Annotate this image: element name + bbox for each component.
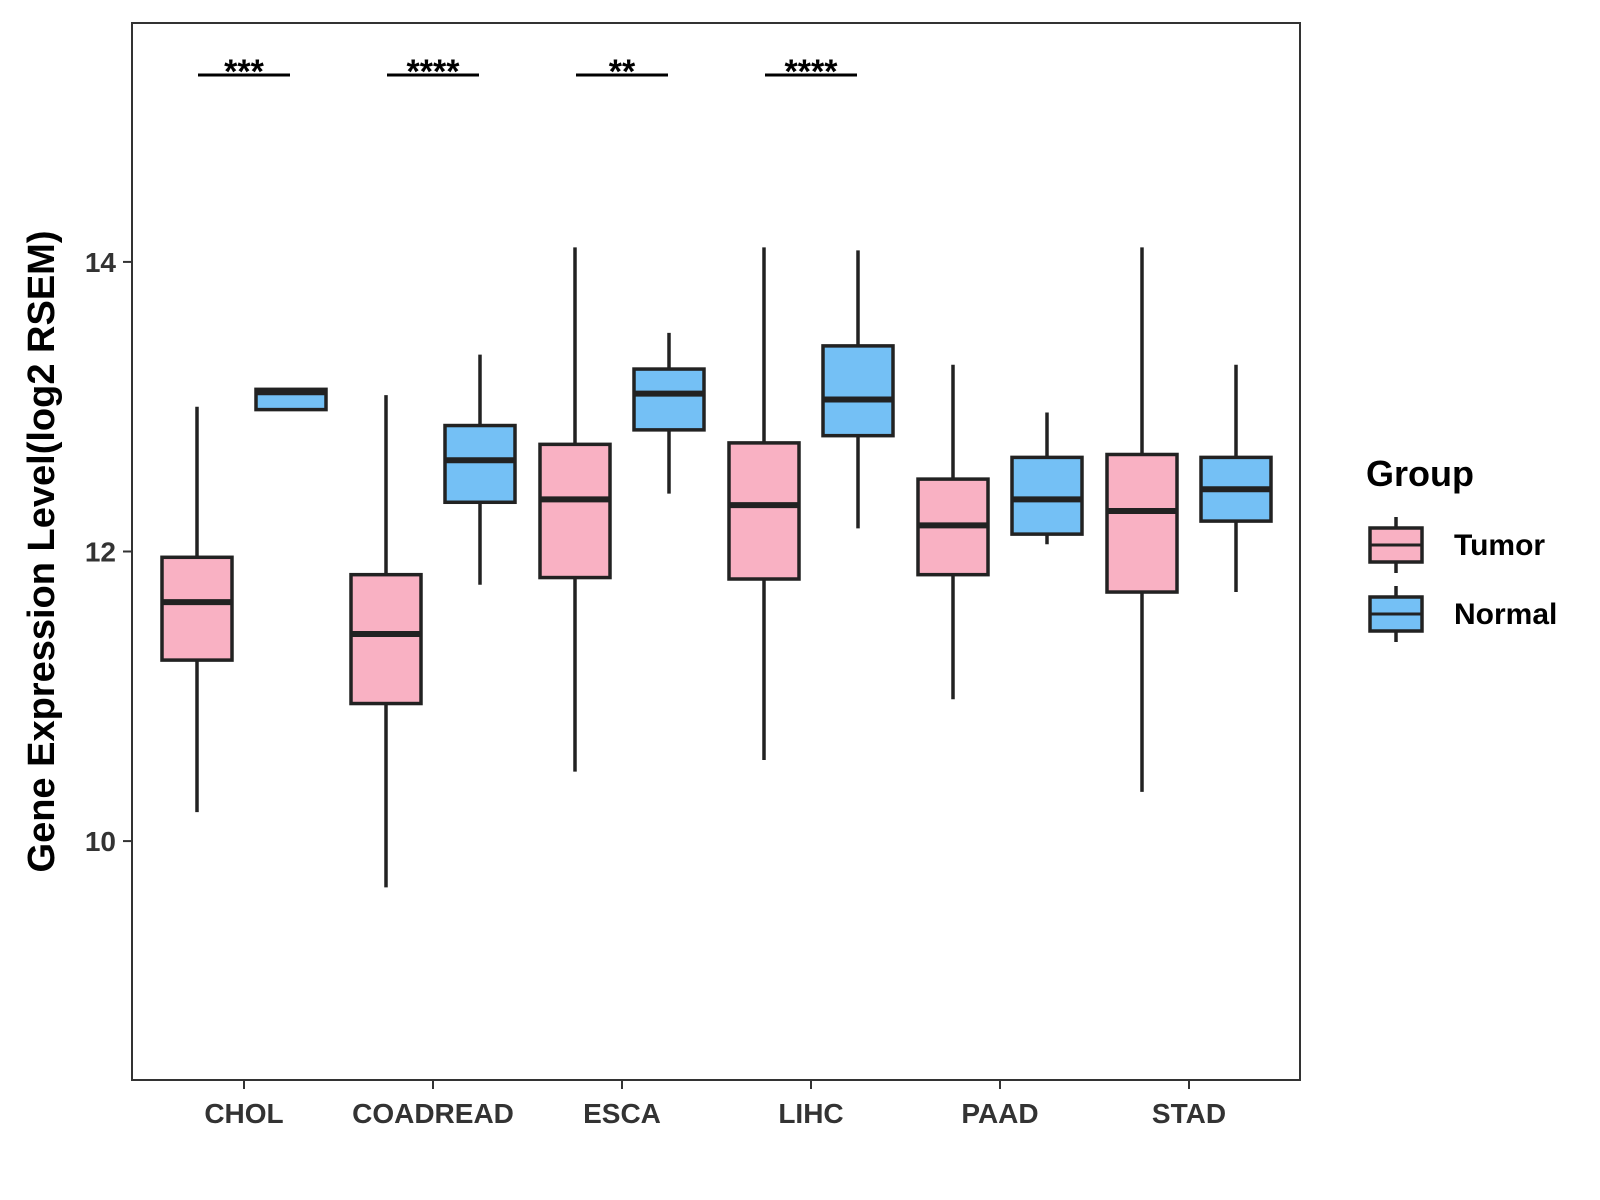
box-body [160, 555, 234, 662]
box-normal-stad [1199, 364, 1273, 593]
box-tumor-chol [160, 406, 234, 813]
box-normal-paad [1010, 412, 1084, 545]
box-normal-lihc [821, 250, 895, 529]
box-body [349, 572, 423, 706]
box-normal-esca [632, 332, 706, 494]
x-tick-label: STAD [1152, 1098, 1226, 1129]
box-body [1010, 455, 1084, 536]
box-tumor-coadread [349, 395, 423, 888]
significance-label: **** [407, 53, 461, 91]
significance-label: **** [785, 53, 839, 91]
box-body [1105, 452, 1179, 594]
legend-label: Normal [1454, 598, 1557, 631]
box-tumor-stad [1105, 247, 1179, 792]
x-tick-label: COADREAD [352, 1098, 514, 1129]
legend-key-tumor [1368, 517, 1424, 573]
y-axis-title: Gene Expression Level(log2 RSEM) [21, 231, 63, 873]
box-tumor-lihc [727, 247, 801, 761]
legend-label: Tumor [1454, 529, 1545, 562]
box-body [538, 442, 612, 580]
x-tick-label: PAAD [961, 1098, 1038, 1129]
x-tick-label: ESCA [583, 1098, 661, 1129]
box-tumor-esca [538, 247, 612, 772]
y-tick-label: 10 [85, 826, 116, 857]
significance-label: *** [224, 53, 264, 91]
box-body [632, 367, 706, 432]
legend-title: Group [1366, 453, 1474, 494]
x-tick-label: LIHC [778, 1098, 843, 1129]
x-tick-label: CHOL [204, 1098, 283, 1129]
box-body [443, 423, 517, 505]
legend-key-normal [1368, 586, 1424, 642]
y-tick-label: 14 [85, 247, 117, 278]
box-body [821, 344, 895, 438]
significance-label: ** [609, 53, 636, 91]
y-tick-label: 12 [85, 537, 116, 568]
box-normal-chol [254, 387, 328, 412]
box-normal-coadread [443, 354, 517, 585]
box-tumor-paad [916, 364, 990, 700]
box-body [727, 441, 801, 581]
